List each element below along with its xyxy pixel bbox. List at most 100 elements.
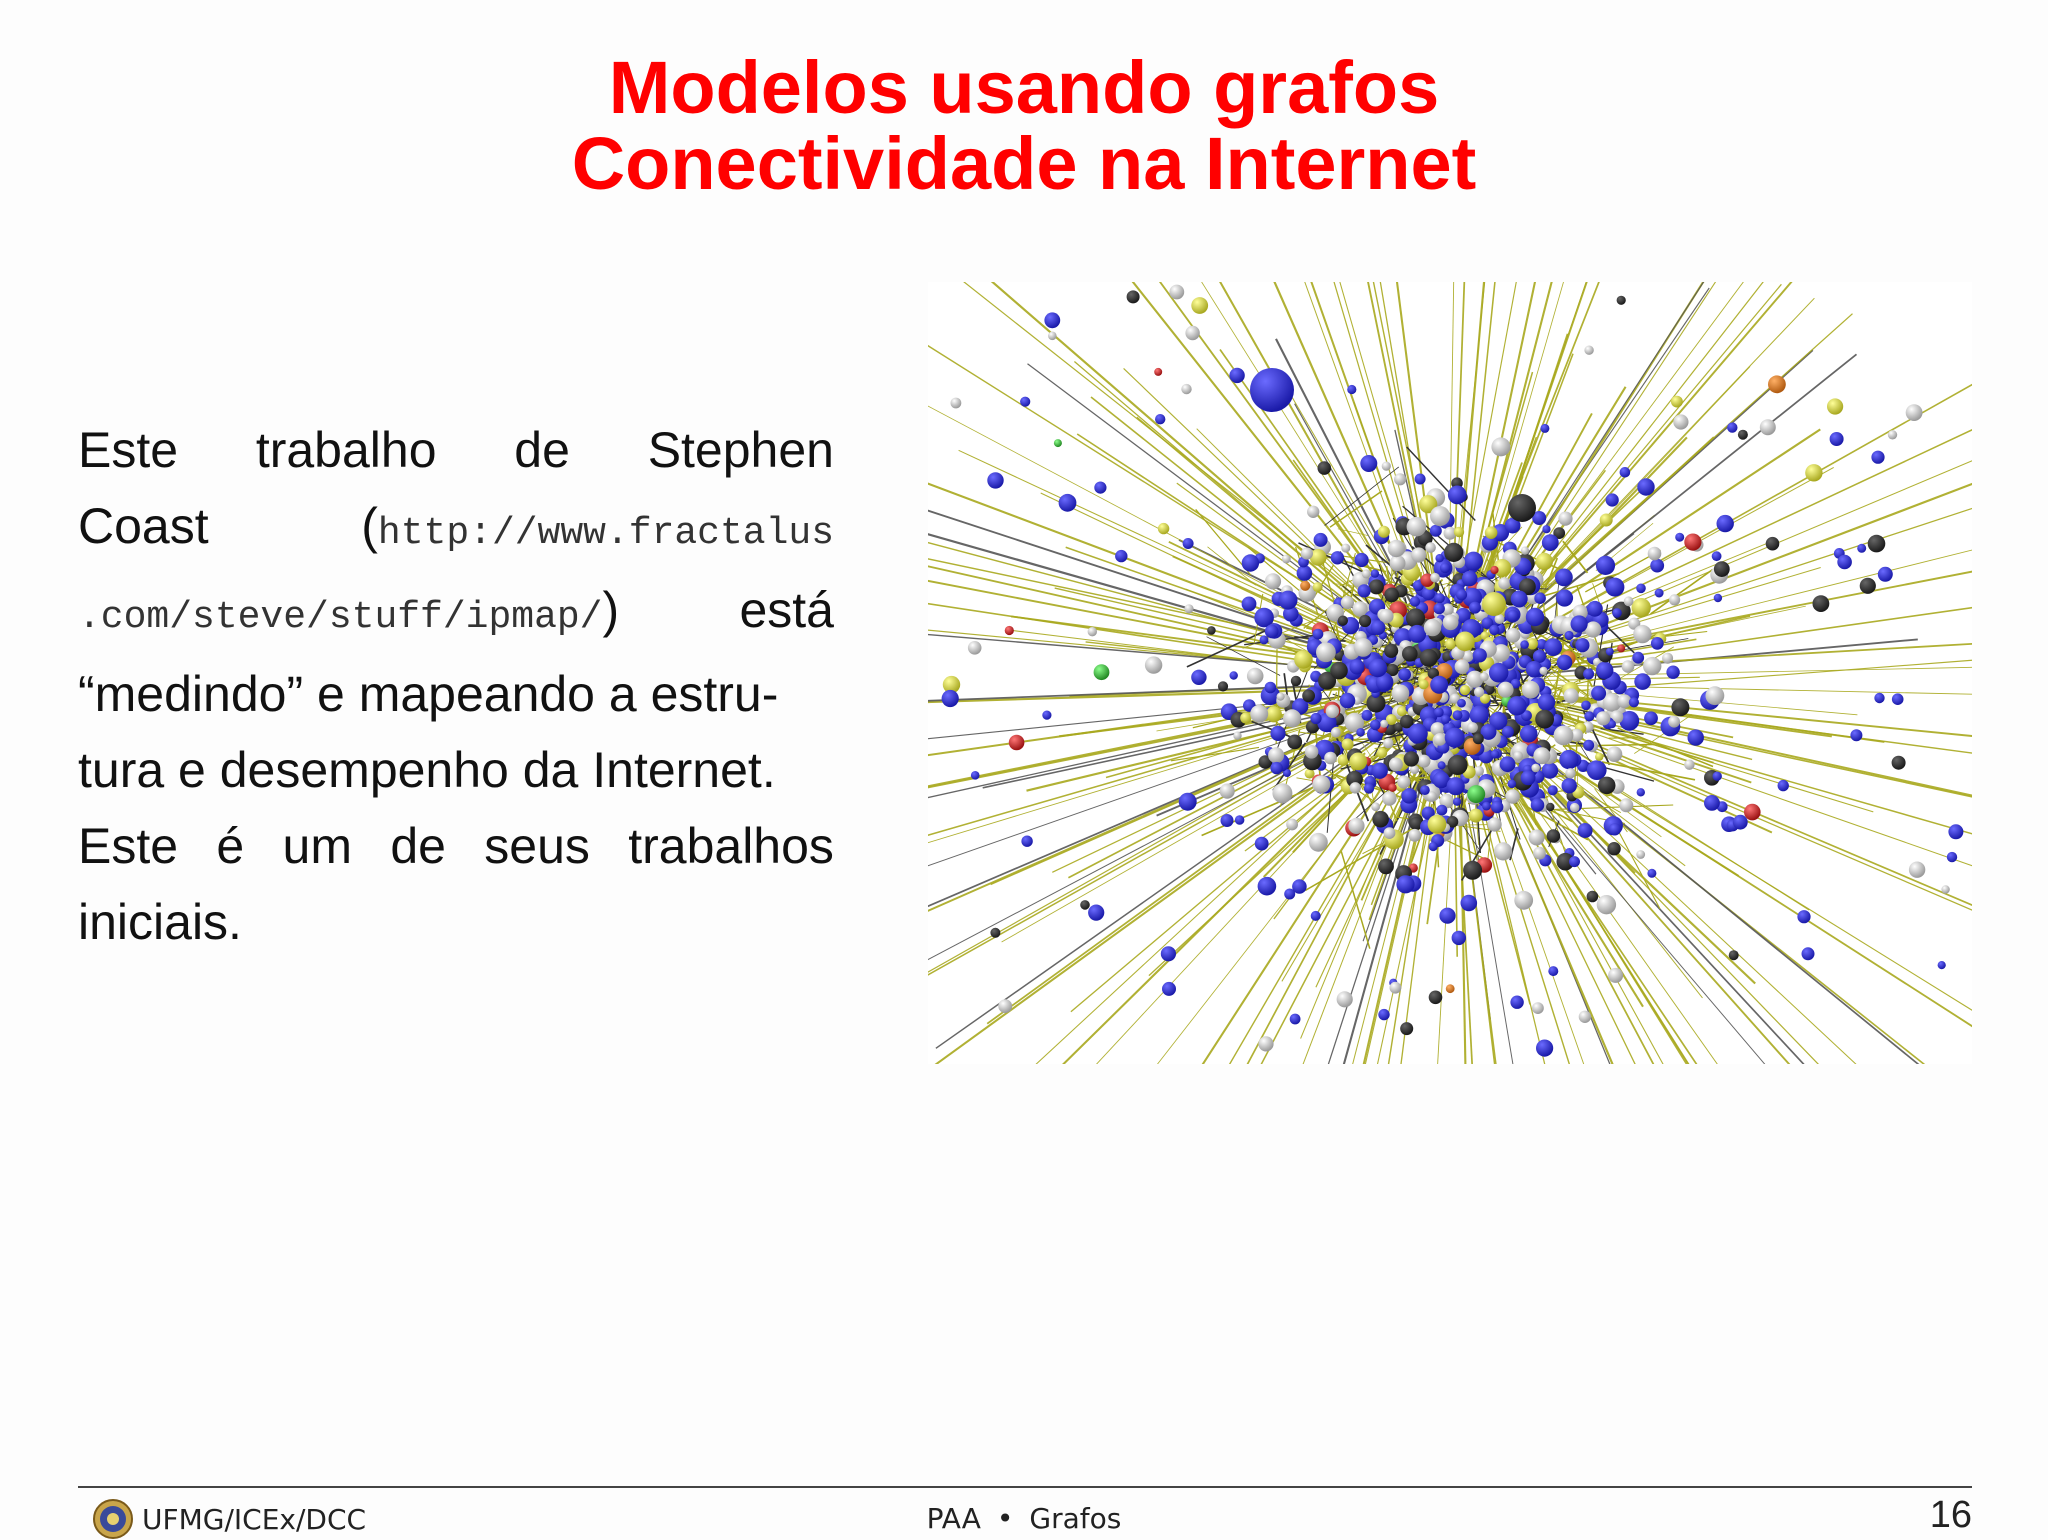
graph-edge bbox=[1195, 508, 1252, 576]
graph-edge bbox=[1136, 416, 1372, 616]
graph-node bbox=[1433, 733, 1447, 746]
graph-node bbox=[1504, 517, 1521, 534]
graph-node bbox=[1510, 590, 1528, 608]
graph-node bbox=[1371, 802, 1381, 812]
graph-node bbox=[1561, 778, 1577, 794]
graph-node bbox=[1623, 596, 1634, 607]
graph-node bbox=[987, 472, 1004, 489]
graph-node bbox=[1233, 731, 1242, 740]
graph-node bbox=[1621, 660, 1635, 673]
graph-node bbox=[1941, 885, 1950, 894]
graph-node bbox=[1488, 662, 1509, 683]
graph-node bbox=[1481, 617, 1494, 629]
graph-node bbox=[1871, 450, 1885, 464]
graph-node bbox=[1671, 698, 1690, 717]
graph-node bbox=[1398, 668, 1411, 681]
graph-node bbox=[1258, 755, 1273, 769]
graph-node bbox=[1489, 711, 1508, 730]
graph-node bbox=[1506, 609, 1519, 622]
graph-node bbox=[1801, 947, 1815, 961]
graph-node bbox=[1805, 464, 1823, 482]
graph-node bbox=[1264, 573, 1282, 590]
graph-edge bbox=[1158, 282, 1399, 608]
graph-node bbox=[1344, 712, 1365, 733]
graph-node bbox=[950, 397, 962, 409]
graph-node bbox=[1310, 910, 1321, 921]
graph-edge bbox=[1481, 773, 1585, 1064]
graph-node bbox=[1647, 546, 1662, 561]
graph-node bbox=[1711, 551, 1722, 562]
graph-node bbox=[1650, 637, 1664, 650]
graph-node bbox=[1312, 775, 1331, 794]
graph-edge bbox=[1362, 842, 1385, 855]
graph-node bbox=[1290, 675, 1302, 687]
graph-node bbox=[1384, 587, 1400, 603]
graph-node bbox=[1494, 614, 1505, 624]
graph-edge bbox=[1373, 741, 1382, 757]
graph-node bbox=[1908, 861, 1926, 878]
graph-edge bbox=[1457, 697, 1636, 1064]
graph-node bbox=[1454, 659, 1470, 674]
graph-node bbox=[1768, 375, 1786, 394]
graph-node bbox=[1357, 584, 1371, 598]
graph-node bbox=[1241, 554, 1260, 572]
graph-node bbox=[1414, 473, 1426, 485]
graph-edge bbox=[1601, 761, 1696, 781]
graph-edge bbox=[1467, 682, 1972, 695]
graph-node bbox=[1258, 1036, 1274, 1052]
graph-node bbox=[1408, 624, 1427, 643]
graph-node bbox=[1541, 534, 1559, 551]
graph-node bbox=[1608, 823, 1622, 836]
graph-edge bbox=[1372, 282, 1434, 578]
graph-node bbox=[1647, 868, 1657, 878]
graph-node bbox=[1510, 995, 1524, 1009]
url-link-part-1[interactable]: http://www.fractalus bbox=[377, 512, 834, 555]
graph-node bbox=[1407, 723, 1428, 744]
graph-node bbox=[1157, 522, 1170, 535]
word: um bbox=[282, 818, 352, 874]
graph-node bbox=[1360, 455, 1378, 472]
title-line-2: Conectividade na Internet bbox=[571, 122, 1477, 205]
body-line-2: Coast (http://www.fractalus bbox=[78, 488, 834, 572]
graph-node bbox=[1479, 693, 1491, 704]
graph-node bbox=[1409, 596, 1421, 607]
graph-edge bbox=[1442, 837, 1490, 862]
graph-edge bbox=[1228, 730, 1424, 1064]
graph-node bbox=[1575, 638, 1590, 653]
graph-node bbox=[1446, 816, 1459, 828]
graph-node bbox=[1452, 710, 1463, 721]
graph-node bbox=[1445, 984, 1455, 994]
graph-edge bbox=[1170, 746, 1260, 762]
graph-node bbox=[1349, 659, 1365, 675]
graph-node bbox=[1287, 734, 1303, 750]
graph-node bbox=[1565, 768, 1576, 779]
graph-node bbox=[1558, 511, 1573, 526]
graph-node bbox=[1712, 771, 1722, 781]
graph-node bbox=[1732, 814, 1748, 830]
graph-edge bbox=[1339, 579, 1354, 587]
graph-node bbox=[1578, 1010, 1592, 1023]
graph-node bbox=[1425, 542, 1436, 553]
graph-node bbox=[1704, 795, 1720, 811]
graph-node bbox=[1595, 752, 1604, 761]
graph-node bbox=[1272, 783, 1293, 804]
graph-node bbox=[1716, 514, 1734, 533]
graph-edge bbox=[1327, 716, 1442, 1064]
graph-node bbox=[1379, 608, 1394, 624]
graph-node bbox=[1383, 827, 1396, 839]
graph-node bbox=[1631, 598, 1651, 618]
graph-node bbox=[1396, 875, 1415, 894]
graph-node bbox=[1405, 608, 1426, 628]
graph-node bbox=[1410, 765, 1420, 775]
graph-node bbox=[1337, 615, 1348, 626]
url-link-part-2[interactable]: .com/steve/stuff/ipmap/ bbox=[78, 596, 603, 639]
graph-node bbox=[1520, 546, 1530, 555]
graph-node bbox=[1532, 1002, 1544, 1014]
graph-node bbox=[1455, 631, 1475, 652]
graph-node bbox=[1439, 793, 1454, 809]
graph-node bbox=[1385, 714, 1397, 725]
graph-node bbox=[1797, 910, 1811, 924]
graph-node bbox=[1521, 710, 1532, 721]
graph-node bbox=[1377, 525, 1390, 538]
